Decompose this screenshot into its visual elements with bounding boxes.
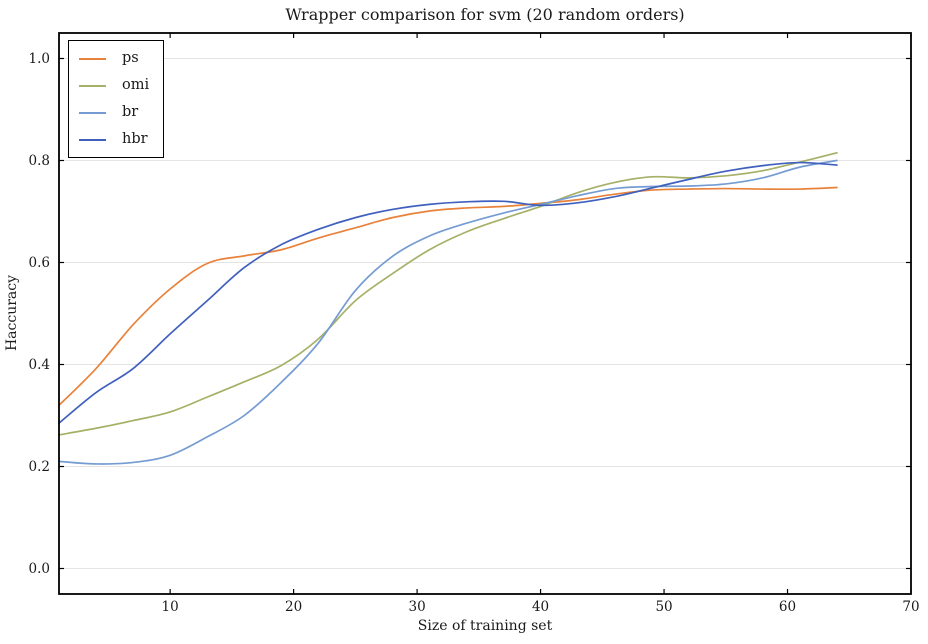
series-br-line (58, 159, 838, 465)
series-omi-line (58, 152, 838, 436)
x-axis-label: Size of training set (417, 618, 553, 634)
x-tick-label: 50 (655, 599, 672, 615)
y-tick-label: 1.0 (29, 51, 50, 67)
y-axis-ticks: 0.0 0.2 0.4 0.6 0.8 1.0 (29, 51, 911, 577)
series-lines (58, 152, 838, 465)
legend-item-hbr: hbr (79, 129, 149, 150)
legend-item-br: br (79, 102, 149, 123)
x-tick-label: 10 (162, 599, 179, 615)
series-ps-line (58, 186, 838, 407)
plot-frame (58, 32, 912, 595)
legend: ps omi br hbr (68, 40, 165, 158)
x-tick-label: 40 (532, 599, 549, 615)
x-tick-label: 60 (779, 599, 796, 615)
legend-label-hbr: hbr (122, 131, 148, 148)
legend-item-ps: ps (79, 48, 149, 69)
legend-swatch-br (79, 111, 106, 114)
y-tick-label: 0.0 (29, 561, 50, 577)
series-hbr-line (58, 161, 838, 424)
chart-title: Wrapper comparison for svm (20 random or… (285, 5, 685, 24)
gridlines (59, 58, 911, 569)
x-tick-label: 30 (408, 599, 425, 615)
y-tick-label: 0.8 (29, 153, 50, 169)
legend-label-ps: ps (122, 50, 139, 67)
y-tick-label: 0.6 (29, 255, 50, 271)
x-tick-label: 20 (285, 599, 302, 615)
y-tick-label: 0.2 (29, 459, 50, 475)
legend-label-br: br (122, 104, 139, 121)
legend-swatch-ps (79, 57, 106, 60)
legend-label-omi: omi (122, 77, 150, 94)
y-tick-label: 0.4 (29, 357, 50, 373)
legend-swatch-hbr (79, 138, 106, 141)
x-axis-ticks: 10 20 30 40 50 60 70 (162, 33, 920, 615)
legend-swatch-omi (79, 84, 106, 87)
legend-item-omi: omi (79, 75, 149, 96)
x-tick-label: 70 (902, 599, 919, 615)
y-axis-label: Haccuracy (4, 275, 20, 352)
